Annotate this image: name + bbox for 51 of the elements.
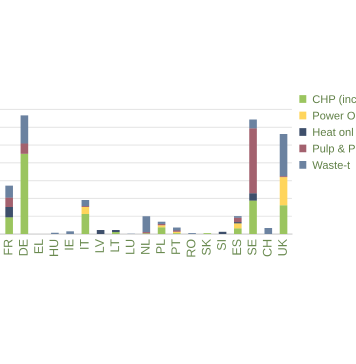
x-tick-label: UK (278, 239, 287, 256)
bar (20, 144, 28, 154)
bar (234, 218, 242, 222)
x-tick-label: PT (171, 239, 180, 254)
x-tick-label: LV (95, 238, 104, 252)
x-tick-label: EL (34, 239, 43, 254)
bar (66, 231, 74, 234)
legend-label: CHP (inc (312, 94, 356, 106)
bar (5, 186, 13, 198)
bar (249, 200, 257, 234)
bar (249, 120, 257, 128)
bar (5, 206, 13, 218)
bar (82, 214, 90, 234)
bar (82, 200, 90, 206)
bar (173, 228, 181, 230)
bar (280, 134, 288, 176)
x-tick-label: FR (4, 239, 12, 255)
x-tick-label: IT (80, 239, 89, 249)
x-tick-label: SE (248, 239, 256, 256)
x-tick-label: PL (156, 239, 165, 254)
legend-label: Heat onl (313, 128, 353, 136)
x-tick-label: IE (64, 239, 74, 250)
x-tick-label: DE (19, 239, 28, 256)
bar (20, 115, 28, 144)
x-tick-label: LU (126, 240, 134, 254)
bar (5, 198, 13, 207)
bar (234, 228, 242, 234)
legend-label: Waste-t (312, 161, 350, 169)
bar (82, 206, 90, 214)
x-tick-label: SI (217, 240, 226, 250)
bar (280, 205, 288, 234)
bar (142, 216, 150, 232)
bar (5, 217, 13, 234)
bar (264, 228, 272, 234)
x-tick-label: HU (50, 240, 58, 256)
legend-label: Power O (313, 112, 355, 120)
bar (249, 128, 257, 194)
x-tick-label: RO (186, 240, 196, 257)
x-tick-label: SK (202, 239, 211, 256)
bar (218, 232, 226, 234)
bar (20, 154, 28, 234)
x-tick-label: ES (232, 239, 242, 255)
x-tick-label: NL (140, 239, 150, 254)
x-tick-label: CH (262, 240, 272, 256)
bar (96, 230, 104, 234)
bar (280, 177, 288, 206)
legend-label: Pulp & P (313, 144, 355, 155)
x-tick-label: LT (110, 239, 120, 252)
bar (249, 193, 257, 201)
bar (234, 223, 242, 228)
bar (158, 227, 166, 234)
